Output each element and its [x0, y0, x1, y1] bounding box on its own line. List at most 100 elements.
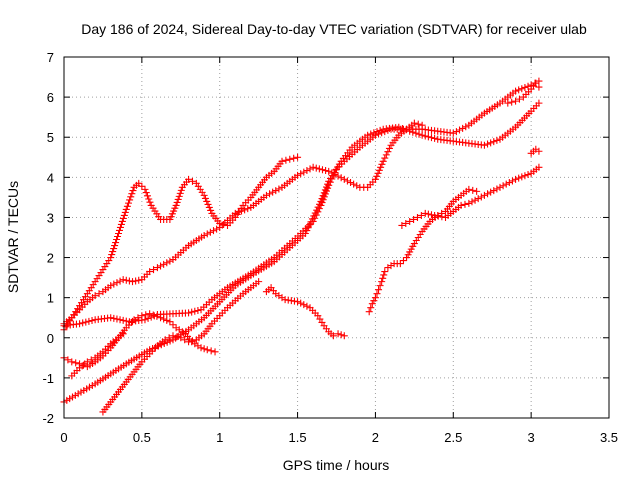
data-point [153, 312, 161, 320]
data-point [122, 205, 130, 213]
data-point [177, 186, 185, 194]
data-point [374, 169, 382, 177]
data-point [424, 133, 432, 141]
y-tick-label: 7 [47, 50, 54, 65]
data-point [322, 167, 330, 175]
data-point [174, 195, 182, 203]
data-point [325, 167, 333, 175]
data-point [300, 168, 308, 176]
data-point [132, 277, 140, 285]
data-point [107, 254, 115, 262]
data-point [512, 87, 520, 95]
data-point [161, 336, 169, 344]
data-point [201, 194, 209, 202]
data-point [110, 314, 118, 322]
data-point [129, 278, 137, 286]
data-point [150, 266, 158, 274]
data-layer [60, 77, 543, 416]
data-point [119, 214, 127, 222]
data-point [203, 346, 211, 354]
data-point [173, 333, 181, 341]
data-point [205, 203, 213, 211]
data-point [119, 330, 127, 338]
data-point [367, 304, 375, 312]
data-point [114, 232, 122, 240]
data-point [177, 334, 185, 342]
data-point [207, 347, 215, 355]
data-point [309, 217, 317, 225]
data-point [203, 230, 211, 238]
data-point [119, 316, 127, 324]
data-point [126, 196, 134, 204]
data-point [418, 131, 426, 139]
data-point [169, 321, 177, 329]
data-point [378, 129, 386, 137]
data-point [135, 276, 143, 284]
data-point [113, 315, 121, 323]
y-axis-label: SDTVAR / TECUs [5, 181, 21, 293]
data-point [146, 268, 154, 276]
series-track-2 [60, 77, 543, 330]
data-point [337, 174, 345, 182]
data-point [160, 260, 168, 268]
data-point [468, 198, 476, 206]
data-point [402, 219, 410, 227]
data-point [484, 190, 492, 198]
data-point [502, 180, 510, 188]
data-point [275, 185, 283, 193]
data-point [166, 257, 174, 265]
data-point [119, 276, 127, 284]
data-point [163, 316, 171, 324]
data-point [134, 314, 142, 322]
data-point [504, 99, 512, 107]
data-point [434, 212, 442, 220]
data-point [337, 331, 345, 339]
data-point [220, 220, 228, 228]
data-point [314, 208, 322, 216]
data-point [68, 358, 76, 366]
series-track-7 [68, 330, 127, 380]
data-point [328, 169, 336, 177]
data-point [315, 205, 323, 213]
data-point [350, 180, 358, 188]
data-point [493, 185, 501, 193]
data-point [282, 156, 290, 164]
data-point [244, 205, 252, 213]
data-point [496, 183, 504, 191]
data-point [185, 338, 193, 346]
data-point [371, 294, 379, 302]
data-point [116, 277, 124, 285]
data-point [141, 316, 149, 324]
chart-title: Day 186 of 2024, Sidereal Day-to-day VTE… [81, 21, 587, 37]
data-point [115, 226, 123, 234]
data-point [128, 190, 136, 198]
data-point [109, 248, 117, 256]
data-point [117, 220, 125, 228]
data-point [371, 175, 379, 183]
data-point [85, 317, 93, 325]
data-point [309, 163, 317, 171]
data-point [379, 157, 387, 165]
data-point [340, 175, 348, 183]
data-point [120, 211, 128, 219]
data-point [110, 280, 118, 288]
data-point [143, 192, 151, 200]
data-point [173, 198, 181, 206]
data-point [115, 229, 122, 237]
data-point [521, 172, 529, 180]
data-point [505, 179, 513, 187]
data-point [469, 186, 477, 194]
data-point [515, 86, 523, 94]
data-point [83, 358, 91, 366]
data-point [113, 279, 121, 287]
data-point [294, 153, 302, 161]
x-tick-label: 1 [216, 430, 223, 445]
data-point [499, 182, 507, 190]
x-tick-label: 0 [60, 430, 67, 445]
data-point [141, 185, 149, 193]
data-point [474, 195, 482, 203]
data-point [518, 85, 526, 93]
series-track-12 [527, 145, 543, 157]
y-tick-label: -1 [42, 371, 54, 386]
data-point [417, 211, 425, 219]
